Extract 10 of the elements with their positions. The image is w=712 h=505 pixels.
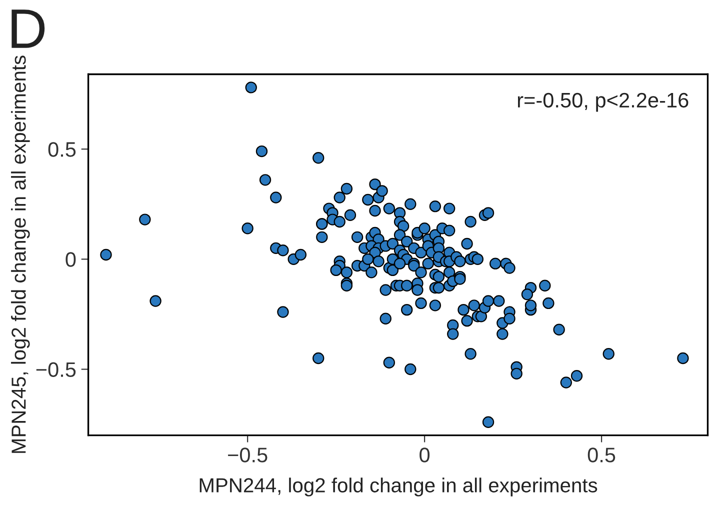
chart-title: D bbox=[12, 10, 45, 48]
y-axis-title: MPN245, log2 fold change in all experiments bbox=[11, 56, 30, 453]
y-tick-label: −0.5 bbox=[36, 362, 76, 378]
y-tick-label: 0.5 bbox=[48, 142, 76, 157]
x-tick-label: 0.5 bbox=[588, 448, 616, 462]
annotation: r=-0.50, p<2.2e-16 bbox=[518, 92, 688, 112]
x-tick-label: 0 bbox=[420, 448, 430, 462]
x-tick-label: −0.5 bbox=[228, 448, 268, 462]
y-tick-label: 0 bbox=[66, 252, 76, 267]
x-axis-title: MPN244, log2 fold change in all experiments bbox=[200, 478, 598, 496]
